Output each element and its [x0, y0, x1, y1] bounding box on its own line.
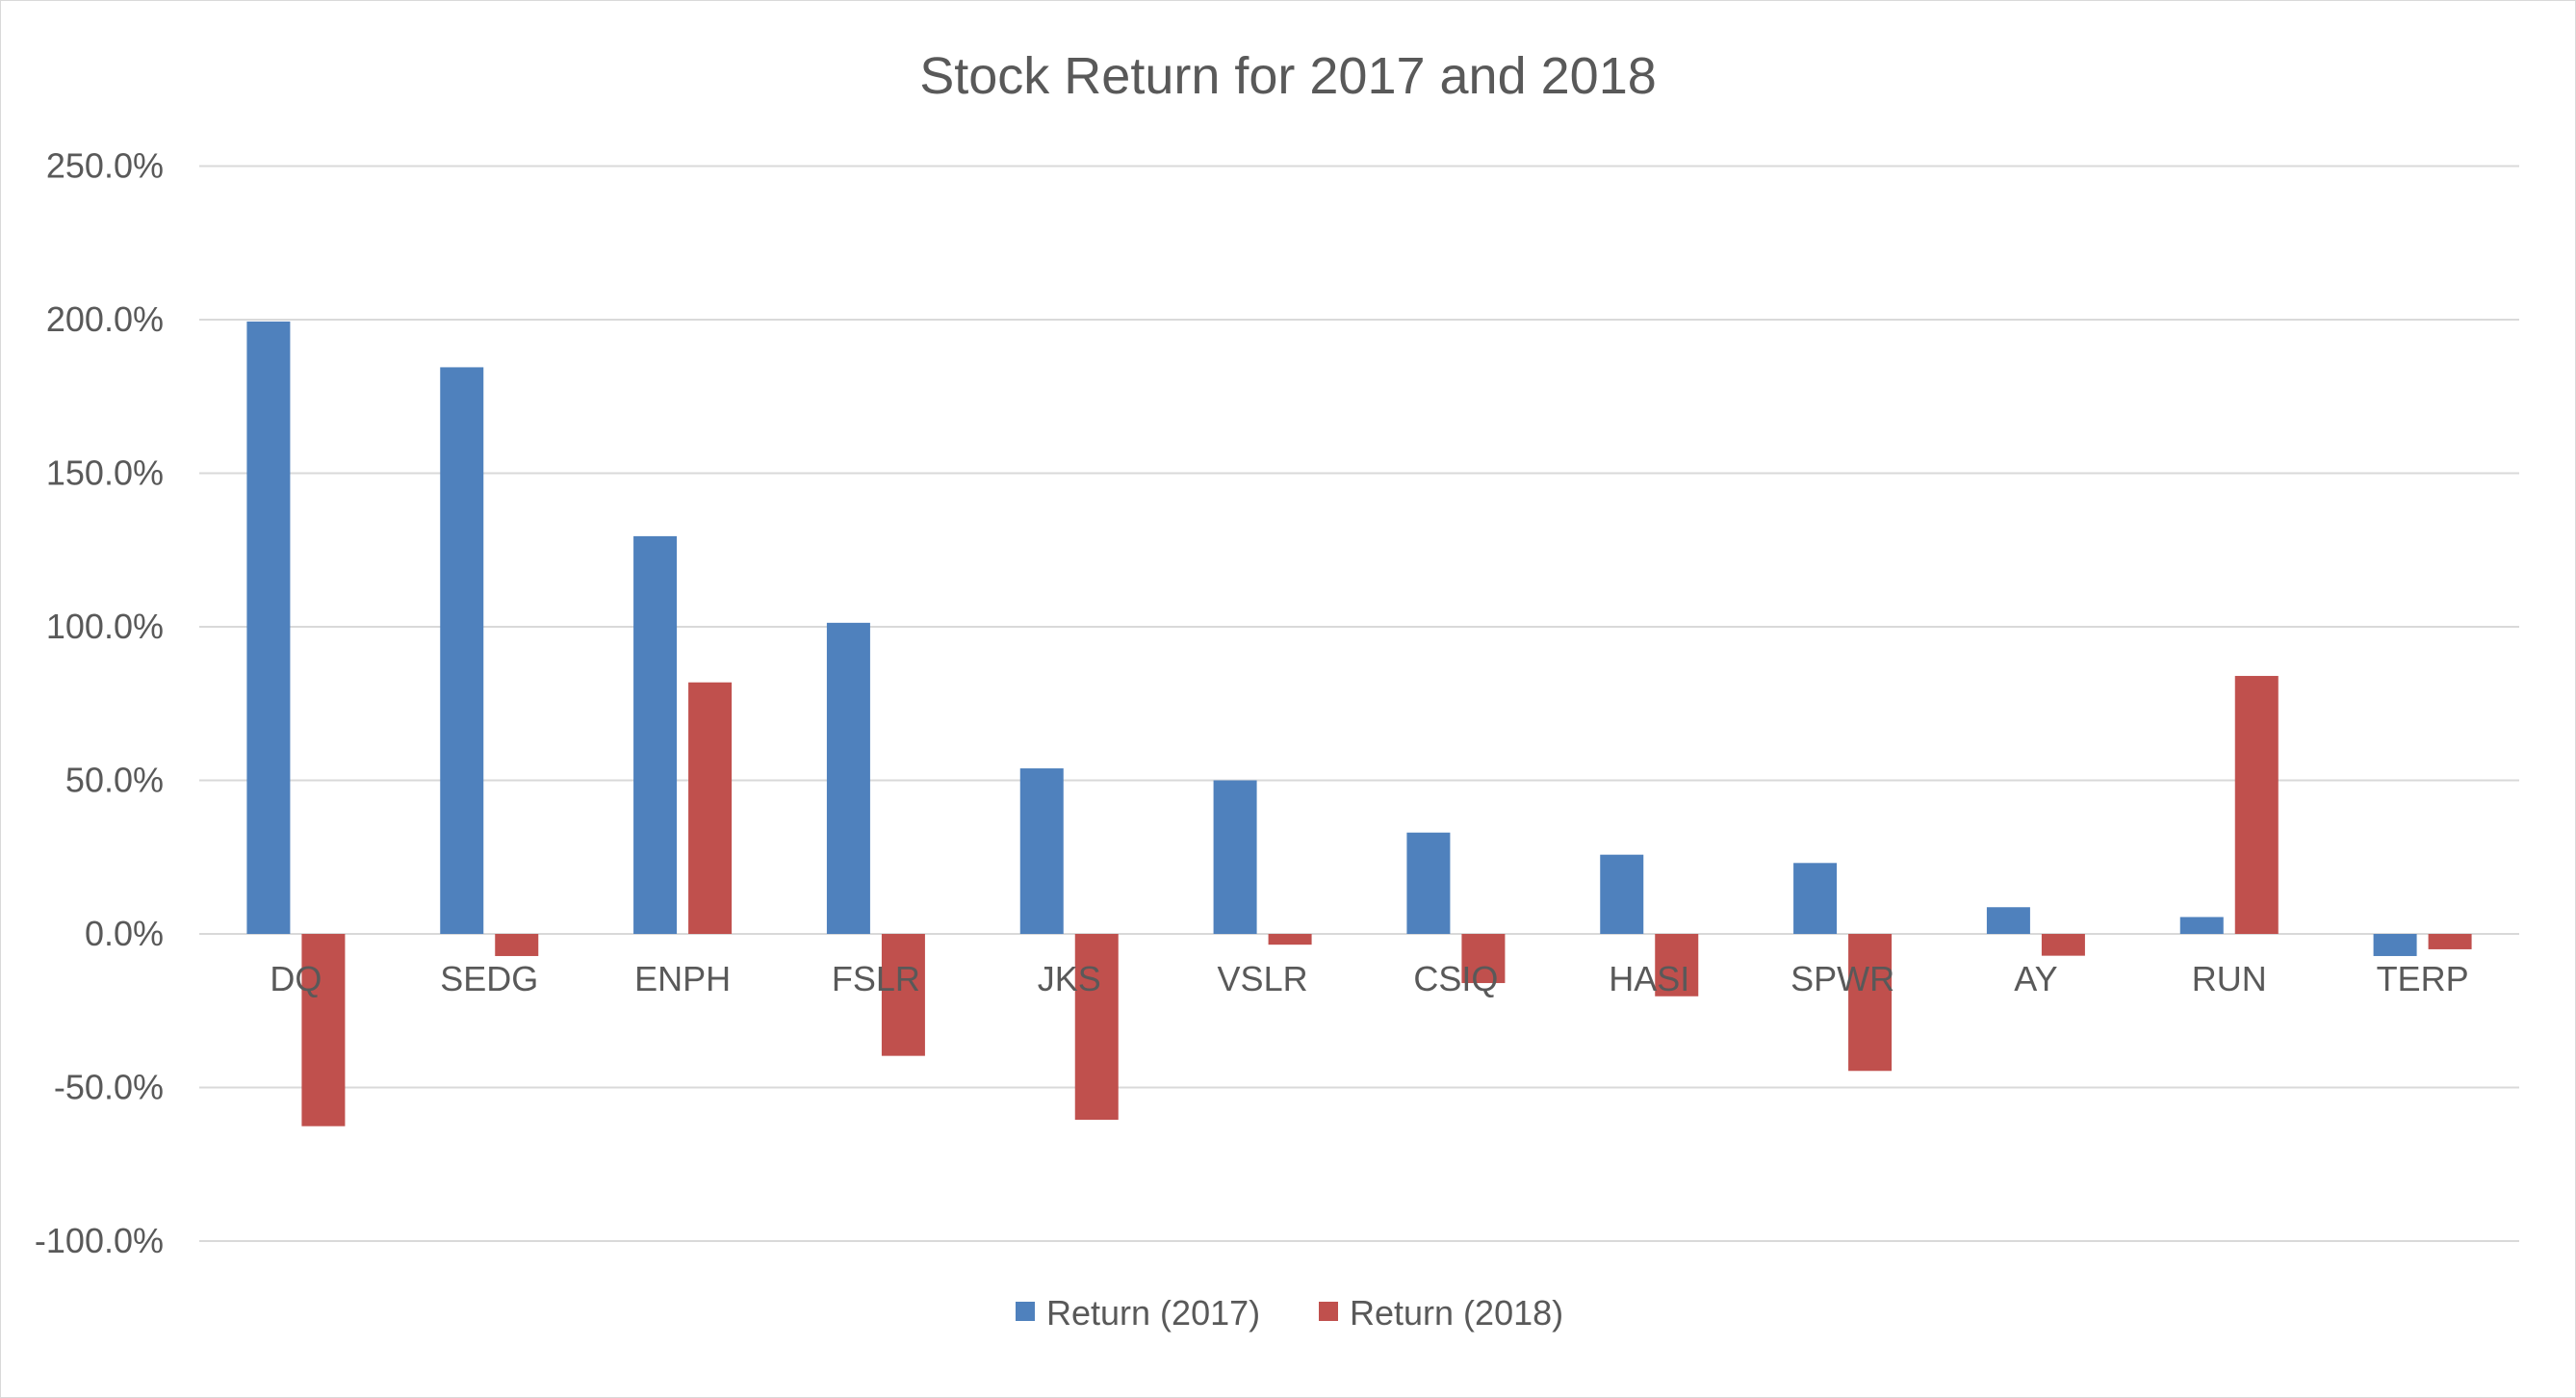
legend-item-2018[interactable]: Return (2018) — [1319, 1293, 1563, 1333]
legend-swatch — [1319, 1302, 1338, 1321]
legend-label: Return (2018) — [1350, 1293, 1563, 1333]
y-tick-label: 200.0% — [46, 299, 164, 339]
bar-ay-2018 — [2041, 934, 2085, 956]
x-axis-categories: DQ SEDG ENPH FSLR JKS VSLR CSIQ HASI SPWR AY RUN TE… — [270, 959, 2468, 998]
legend[interactable]: Return (2017) Return (2018) — [1016, 1293, 1563, 1333]
y-tick-label: 50.0% — [65, 761, 164, 800]
bar-fslr-2018 — [881, 934, 925, 1056]
bar-run-2018 — [2234, 676, 2279, 934]
bar-dq-2018 — [301, 934, 346, 1126]
bar-vslr-2017 — [1213, 780, 1257, 934]
bar-enph-2018 — [688, 682, 733, 934]
legend-label: Return (2017) — [1046, 1293, 1260, 1333]
bar-spwr-2018 — [1848, 934, 1893, 1072]
y-tick-label: 250.0% — [46, 146, 164, 186]
chart-title: Stock Return for 2017 and 2018 — [919, 47, 1657, 105]
y-tick-label: 0.0% — [85, 914, 164, 953]
x-category-label: SEDG — [440, 959, 538, 998]
bar-ay-2017 — [1986, 907, 2030, 934]
bar-sedg-2018 — [495, 934, 539, 956]
x-category-label: VSLR — [1218, 959, 1308, 998]
bar-hasi-2018 — [1655, 934, 1699, 997]
bar-fslr-2017 — [826, 622, 870, 934]
x-category-label: JKS — [1038, 959, 1101, 998]
y-tick-label: -100.0% — [35, 1221, 164, 1260]
y-tick-label: 150.0% — [46, 453, 164, 493]
x-category-label: FSLR — [832, 959, 920, 998]
y-axis-ticks: -100.0% -50.0% 0.0% 50.0% 100.0% 150.0% 200.0%… — [35, 146, 164, 1261]
bar-jks-2018 — [1074, 934, 1119, 1120]
x-category-label: AY — [2014, 959, 2057, 998]
bar-vslr-2018 — [1268, 934, 1312, 945]
gridlines — [199, 165, 2519, 1242]
x-category-label: TERP — [2377, 959, 2469, 998]
bar-hasi-2017 — [1600, 854, 1644, 934]
x-category-label: CSIQ — [1413, 959, 1498, 998]
bar-run-2017 — [2179, 917, 2224, 934]
y-tick-label: -50.0% — [54, 1068, 164, 1107]
legend-swatch — [1016, 1302, 1035, 1321]
x-category-label: RUN — [2192, 959, 2267, 998]
bar-csiq-2018 — [1461, 934, 1506, 984]
legend-item-2017[interactable]: Return (2017) — [1016, 1293, 1260, 1333]
bar-sedg-2017 — [440, 367, 484, 934]
x-category-label: ENPH — [634, 959, 731, 998]
bar-csiq-2017 — [1406, 832, 1451, 934]
x-category-label: DQ — [270, 959, 322, 998]
bar-terp-2017 — [2373, 934, 2417, 956]
x-category-label: SPWR — [1790, 959, 1894, 998]
bar-dq-2017 — [246, 321, 291, 934]
bars — [246, 321, 2472, 1126]
bar-enph-2017 — [633, 535, 678, 934]
bar-terp-2018 — [2428, 934, 2472, 949]
bar-spwr-2017 — [1793, 863, 1838, 934]
bar-jks-2017 — [1019, 768, 1064, 934]
x-category-label: HASI — [1609, 959, 1689, 998]
y-tick-label: 100.0% — [46, 607, 164, 646]
